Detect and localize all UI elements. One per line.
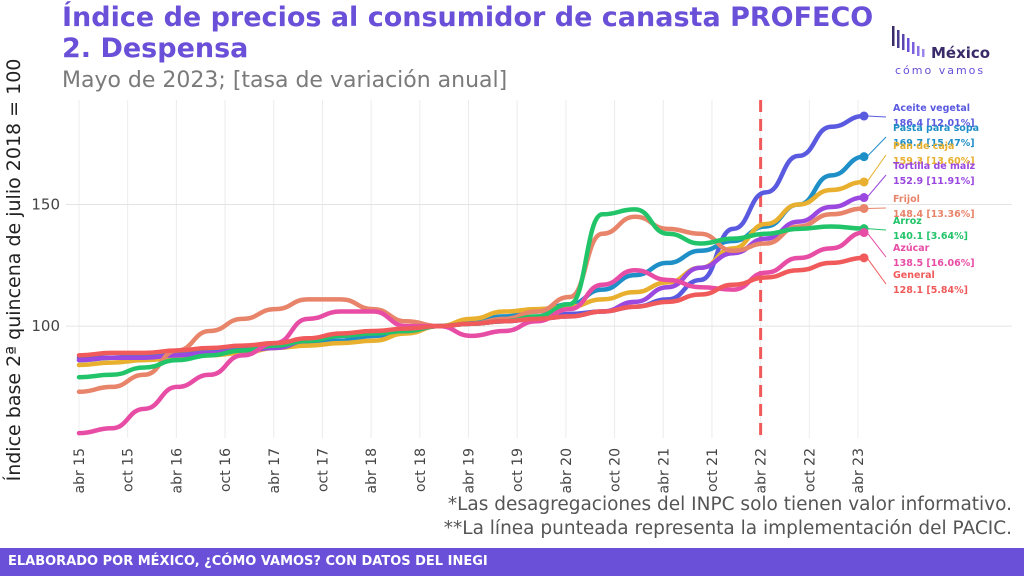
label-leader: [866, 232, 887, 258]
title-line-1: Índice de precios al consumidor de canas…: [62, 2, 874, 33]
title-line-2: 2. Despensa: [62, 33, 249, 64]
bar-stripes-logo-icon: [892, 26, 925, 57]
x-tick-label: abr 22: [754, 448, 770, 494]
series-name-label: Tortilla de maíz: [893, 161, 976, 172]
note-1: *Las desagregaciones del INPC solo tiene…: [447, 494, 1012, 515]
y-tick-label: 150: [31, 196, 60, 214]
series-endpoint: [859, 152, 869, 162]
series-name-label: Pan de caja: [893, 141, 954, 152]
series-value-label: 138.5 [16.06%]: [893, 258, 975, 269]
x-tick-label: oct 16: [218, 448, 234, 492]
label-leader: [866, 257, 887, 285]
series-endpoint: [859, 193, 869, 203]
label-leader: [866, 136, 887, 158]
series-name-label: Aceite vegetal: [893, 103, 970, 114]
series-endpoint: [859, 111, 869, 121]
x-tick-label: oct 18: [413, 448, 429, 492]
y-tick-label: 100: [31, 317, 60, 335]
x-tick-label: oct 19: [510, 448, 526, 492]
logo-brand: México: [931, 44, 991, 62]
x-tick-label: abr 23: [851, 448, 867, 494]
series-line: [76, 230, 867, 436]
series-line: [76, 154, 867, 363]
series-value-label: 128.1 [5.84%]: [893, 285, 968, 296]
x-tick-label: abr 16: [169, 448, 185, 494]
label-leader: [866, 228, 887, 231]
series-value-label: 159.3 [13.60%]: [893, 156, 975, 167]
series-name-label: Pasta para sopa: [893, 123, 979, 134]
series-value-label: 148.4 [13.36%]: [893, 209, 975, 220]
label-leader: [866, 154, 887, 183]
logo-tagline: cómo vamos: [895, 64, 986, 77]
series-value-label: 152.9 [11.91%]: [893, 176, 975, 187]
series-value-label: 140.1 [3.64%]: [893, 231, 968, 242]
page-subtitle: Mayo de 2023; [tasa de variación anual]: [62, 68, 508, 93]
series-endpoint: [859, 203, 869, 213]
x-tick-label: oct 20: [608, 448, 624, 492]
series-name-label: Frijol: [893, 194, 920, 205]
x-tick-label: abr 17: [267, 448, 283, 494]
series-line: [76, 255, 867, 358]
x-tick-label: abr 18: [364, 448, 380, 494]
label-leader: [866, 174, 887, 198]
footer-text: ELABORADO POR MÉXICO, ¿CÓMO VAMOS? CON D…: [8, 554, 488, 569]
x-tick-label: abr 21: [656, 448, 672, 494]
series-value-label: 169.7 [15.47%]: [893, 138, 975, 149]
footer-bar: ELABORADO POR MÉXICO, ¿CÓMO VAMOS? CON D…: [0, 548, 1024, 576]
series-endpoint: [859, 228, 869, 238]
line-chart: abr 15 oct 15 abr 16 oct 16 abr 17 oct 17 abr …: [31, 100, 1012, 494]
series-name-label: Azúcar: [893, 243, 930, 254]
series-endpoint: [859, 253, 869, 263]
x-tick-label: abr 15: [72, 448, 88, 494]
page-title: Índice de precios al consumidor de canas…: [62, 2, 873, 64]
series-name-label: General: [893, 270, 935, 281]
label-leader: [866, 115, 887, 118]
x-tick-label: oct 15: [121, 448, 137, 492]
series-value-label: 186.4 [12.01%]: [893, 118, 975, 129]
x-tick-label: oct 17: [315, 448, 331, 492]
series-name-label: Arroz: [893, 216, 922, 227]
note-2: **La línea punteada representa la implem…: [443, 518, 1012, 539]
series-endpoint: [859, 177, 869, 187]
x-tick-label: abr 20: [559, 448, 575, 494]
x-tick-label: oct 22: [802, 448, 818, 492]
x-tick-label: oct 21: [705, 448, 721, 492]
x-tick-label: abr 19: [462, 448, 478, 494]
